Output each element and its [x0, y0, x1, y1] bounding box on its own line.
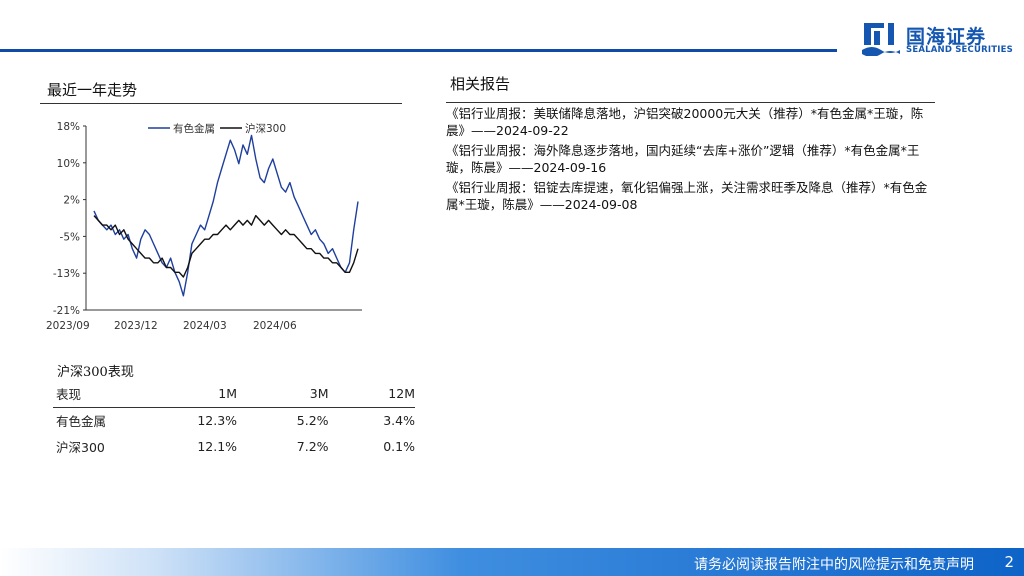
table-cell: 12.1% [197, 438, 238, 454]
reports-section-rule [446, 102, 935, 103]
trend-section-title: 最近一年走势 [47, 81, 138, 99]
report-link[interactable]: 《铝行业周报：美联储降息落地，沪铝突破20000元大关（推荐）*有色金属*王璇，… [446, 106, 924, 138]
perf-section-title: 沪深300表现 [57, 365, 134, 380]
table-header-cell: 表现 [53, 381, 150, 408]
company-logo: 国海证券 SEALAND SECURITIES [862, 20, 1013, 58]
y-tick-label: -5% [60, 231, 80, 243]
disclaimer-text: 请务必阅读报告附注中的风险提示和免责声明 [694, 557, 974, 573]
table-header-cell: 12M [328, 381, 415, 408]
table-header-cell: 3M [237, 381, 329, 408]
footer-bar: 请务必阅读报告附注中的风险提示和免责声明 2 [0, 548, 1024, 576]
table-cell: 5.2% [296, 412, 329, 428]
table-cell: 沪深300 [56, 439, 105, 455]
x-tick-label: 2023/12 [114, 320, 158, 332]
y-tick-label: 10% [57, 158, 80, 170]
logo-chinese-name: 国海证券 [906, 26, 987, 48]
trend-chart-svg: 18% 10% 2% -5% -13% -21% 2023/09 2023/12 2024/03… [46, 121, 362, 332]
table-cell: 3.4% [383, 412, 415, 428]
table-cell: 0.1% [383, 438, 415, 454]
table-row: 有色金属 12.3% 5.2% 3.4% [53, 407, 415, 433]
reports-section-title: 相关报告 [450, 75, 511, 93]
x-tick-label: 2023/09 [46, 320, 90, 332]
x-tick-label: 2024/06 [253, 320, 297, 332]
table-cell: 12.3% [197, 412, 238, 428]
report-link[interactable]: 《铝行业周报：海外降息逐步落地，国内延续“去库+涨价”逻辑（推荐）*有色金属*王… [446, 143, 920, 175]
trend-chart: 18% 10% 2% -5% -13% -21% 2023/09 2023/12 2024/03… [40, 112, 380, 340]
header-rule [0, 49, 837, 52]
table-header-cell: 1M [149, 381, 238, 408]
page-number: 2 [1004, 553, 1014, 571]
series-line-0 [93, 134, 359, 297]
y-tick-label: -13% [53, 268, 80, 280]
performance-table: 表现 1M 3M 12M 有色金属 12.3% 5.2% 3.4% 沪深300 … [53, 381, 415, 459]
series-line-1 [93, 214, 359, 278]
report-link[interactable]: 《铝行业周报：铝锭去库提速，氧化铝偏强上涨，关注需求旺季及降息（推荐）*有色金属… [446, 180, 928, 212]
trend-section-rule [40, 103, 402, 104]
x-tick-label: 2024/03 [183, 320, 227, 332]
table-cell: 7.2% [296, 438, 329, 454]
y-tick-label: 2% [63, 195, 80, 207]
y-tick-label: 18% [57, 121, 80, 133]
logo-english-name: SEALAND SECURITIES [906, 45, 1013, 55]
sealand-logo-icon [862, 23, 900, 56]
table-cell: 有色金属 [56, 413, 107, 429]
legend-label: 沪深300 [245, 122, 286, 135]
table-row: 沪深300 12.1% 7.2% 0.1% [53, 433, 415, 459]
report-list: 《铝行业周报：美联储降息落地，沪铝突破20000元大关（推荐）*有色金属*王璇，… [446, 106, 938, 217]
legend-label: 有色金属 [173, 122, 215, 135]
y-tick-label: -21% [53, 305, 80, 317]
table-header-row: 表现 1M 3M 12M [53, 381, 415, 408]
